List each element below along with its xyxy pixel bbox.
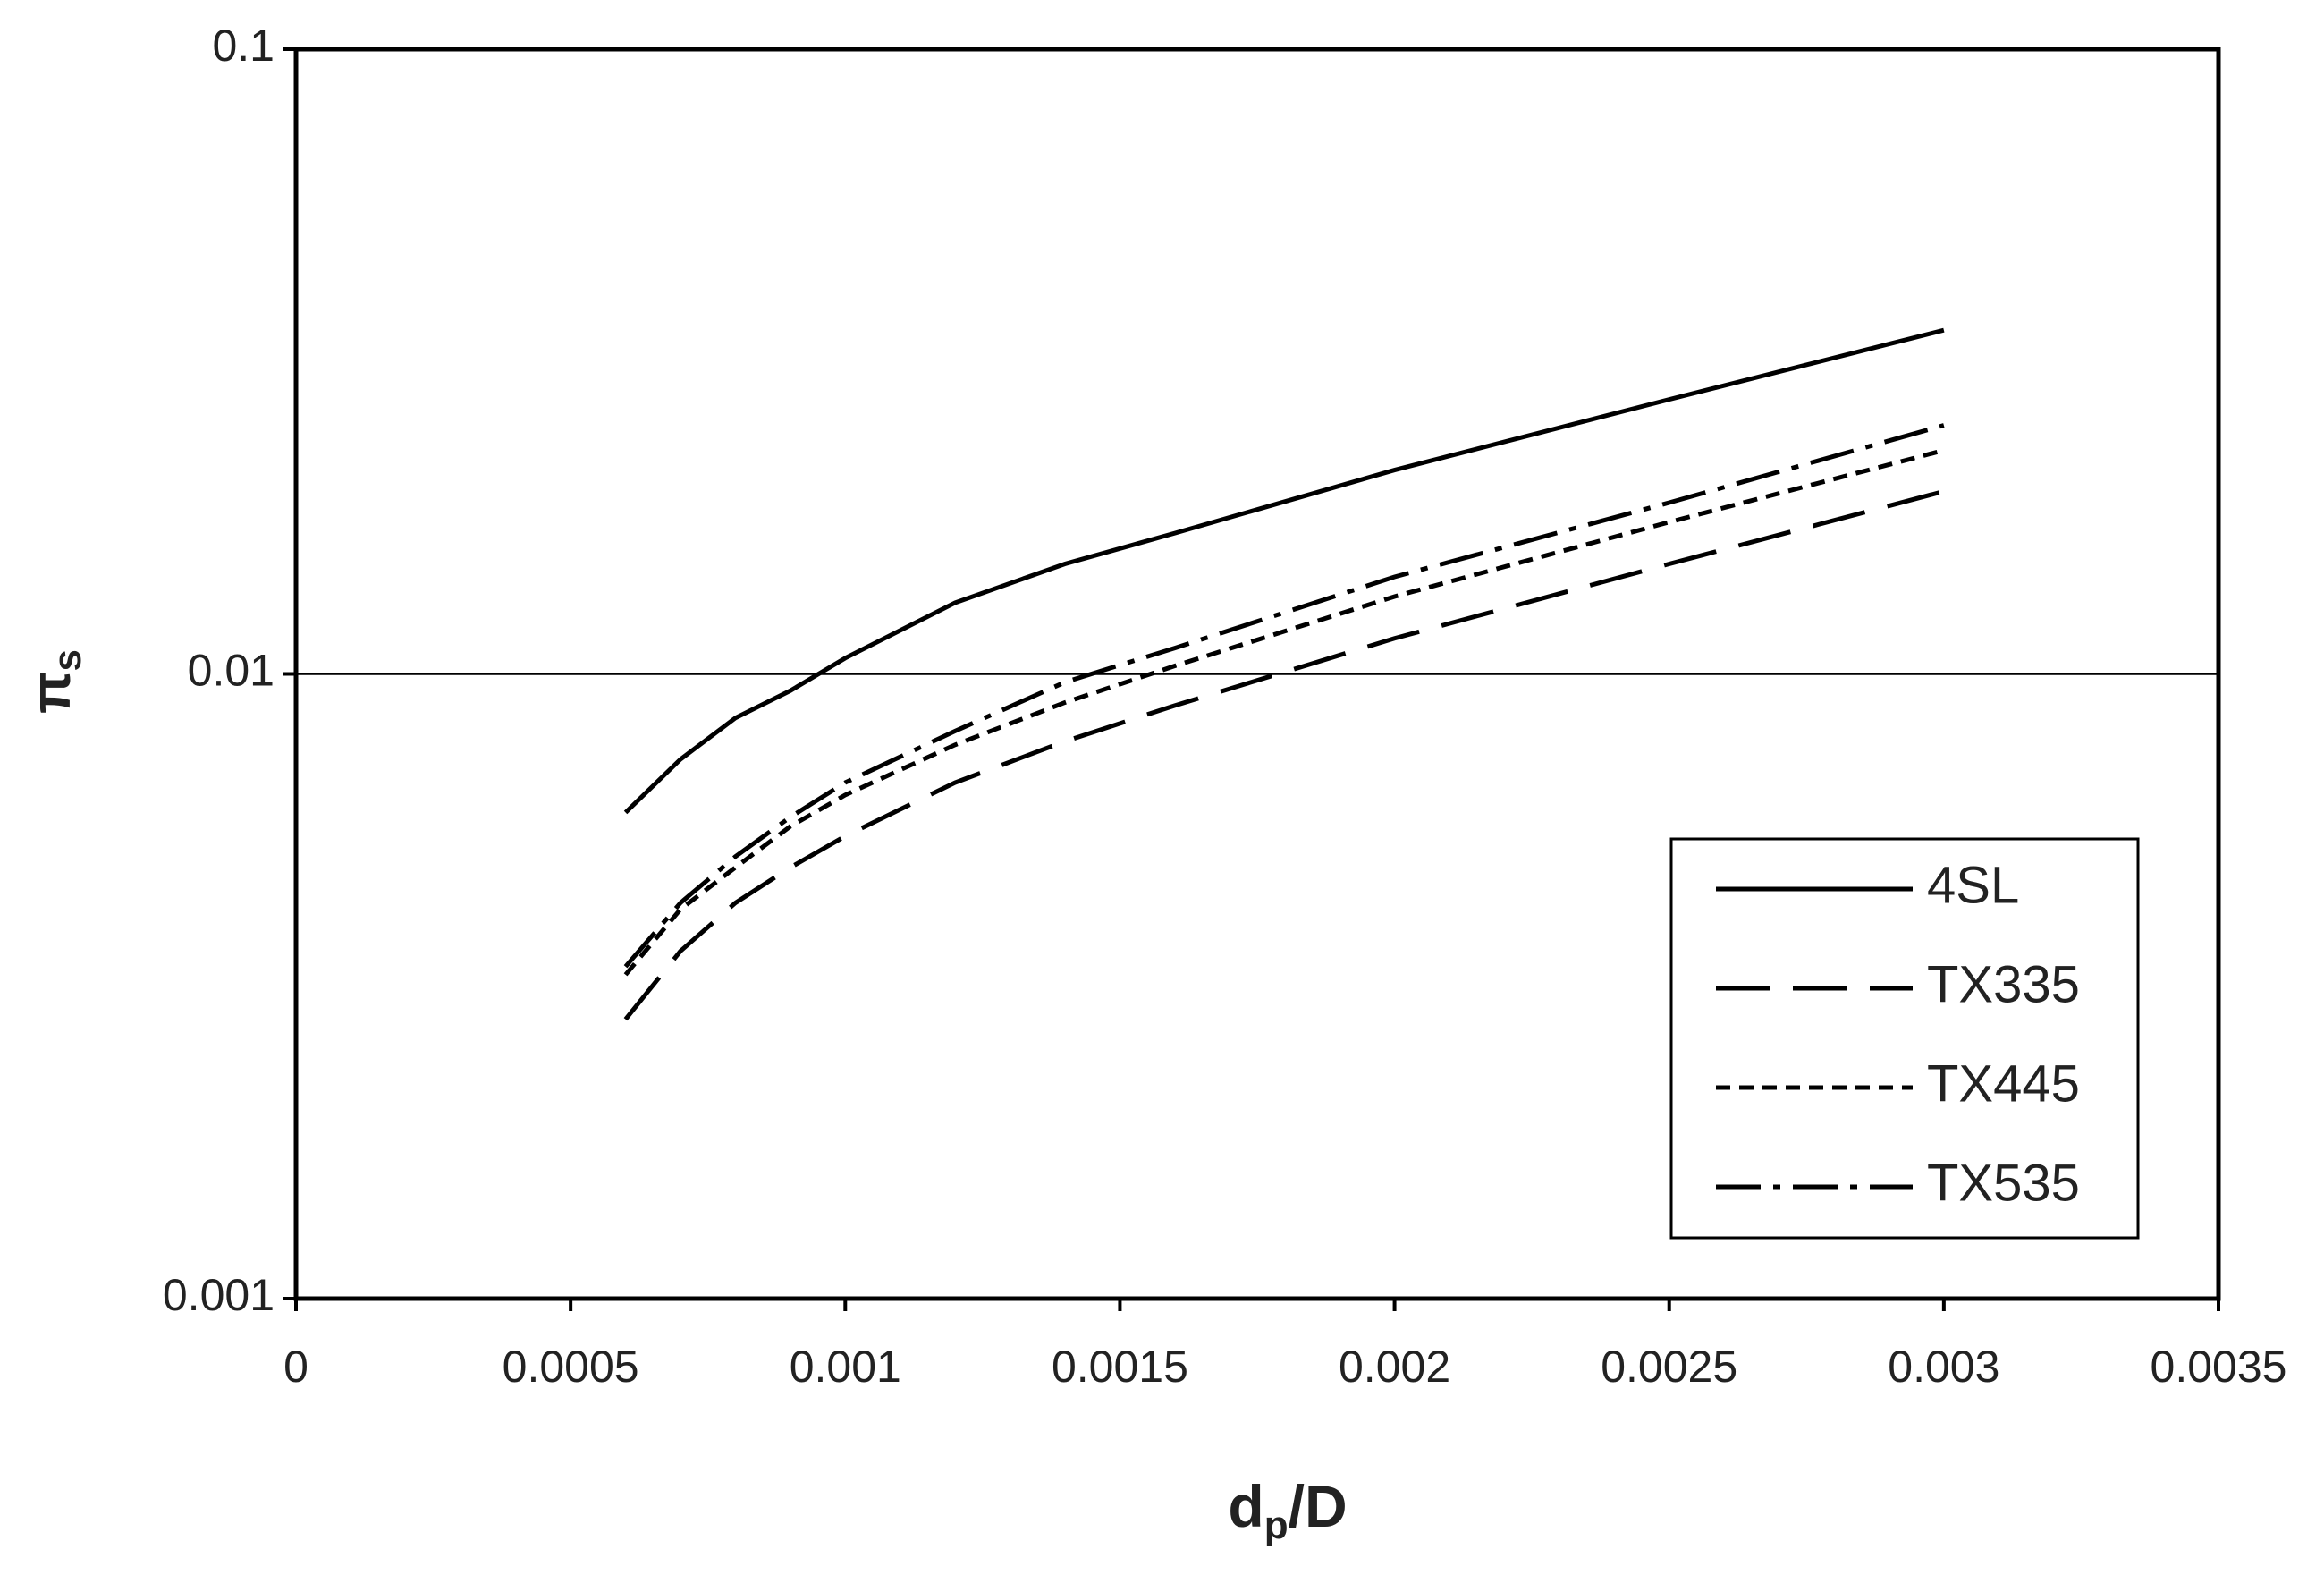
series-line bbox=[623, 488, 1945, 1021]
legend-label: TX535 bbox=[1927, 1154, 2080, 1212]
legend-label: TX335 bbox=[1927, 955, 2080, 1013]
legend-box bbox=[1669, 837, 2140, 1240]
y-tick-label: 0.1 bbox=[212, 21, 275, 71]
x-axis-title-suffix: /D bbox=[1289, 1473, 1348, 1539]
plot-frame bbox=[293, 47, 2221, 1301]
x-tick-label: 0.0005 bbox=[503, 1342, 639, 1392]
legend-label: TX445 bbox=[1927, 1054, 2080, 1113]
x-axis-title-symbol: d bbox=[1228, 1473, 1263, 1539]
series-line bbox=[623, 423, 1945, 969]
x-tick-label: 0 bbox=[283, 1342, 308, 1392]
x-tick-label: 0.0015 bbox=[1052, 1342, 1188, 1392]
x-axis-title: dp/D bbox=[1228, 1473, 1347, 1546]
y-axis-title: πs bbox=[21, 649, 89, 714]
series-line bbox=[623, 327, 1945, 815]
legend-label: 4SL bbox=[1927, 856, 2019, 914]
x-tick-label: 0.003 bbox=[1888, 1342, 1999, 1392]
series-line bbox=[623, 448, 1945, 977]
y-tick-label: 0.001 bbox=[163, 1270, 275, 1320]
x-axis-title-subscript: p bbox=[1264, 1503, 1289, 1547]
y-axis-title-symbol: π bbox=[21, 672, 82, 714]
x-tick-label: 0.0025 bbox=[1601, 1342, 1737, 1392]
x-tick-label: 0.001 bbox=[790, 1342, 901, 1392]
x-tick-label: 0.002 bbox=[1339, 1342, 1450, 1392]
x-tick-label: 0.0035 bbox=[2151, 1342, 2287, 1392]
y-axis-title-subscript: s bbox=[46, 649, 89, 671]
y-tick-label: 0.01 bbox=[188, 646, 275, 696]
